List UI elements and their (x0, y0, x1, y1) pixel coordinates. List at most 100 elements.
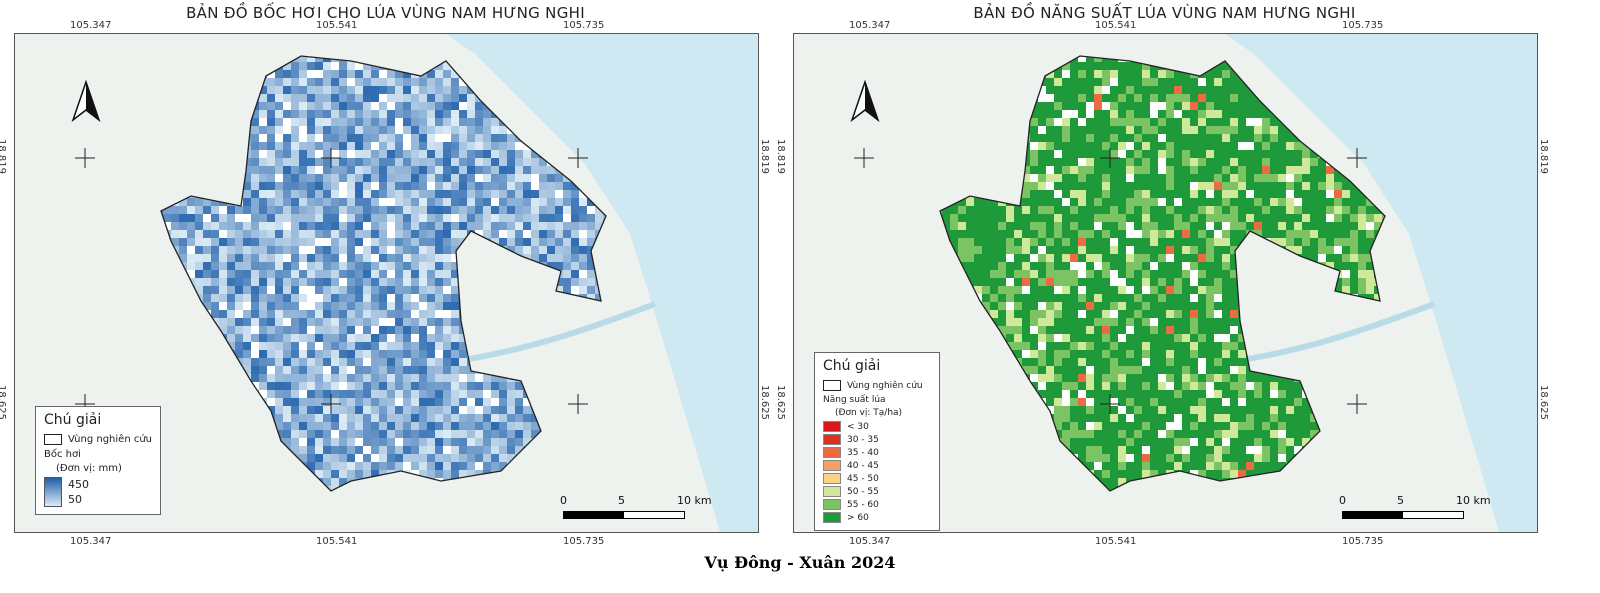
raster-cell (467, 318, 475, 326)
raster-cell (515, 158, 523, 166)
raster-cell (363, 166, 371, 174)
raster-cell (1094, 198, 1102, 206)
raster-cell (1054, 118, 1062, 126)
raster-cell (259, 246, 267, 254)
raster-cell (1118, 214, 1126, 222)
raster-cell (1062, 358, 1070, 366)
raster-cell (940, 326, 942, 334)
raster-cell (1126, 222, 1134, 230)
raster-cell (547, 326, 555, 334)
raster-cell (515, 462, 523, 470)
raster-cell (1102, 142, 1110, 150)
raster-cell (347, 438, 355, 446)
raster-cell (163, 342, 171, 350)
raster-cell (267, 310, 275, 318)
raster-cell (998, 262, 1006, 270)
raster-cell (1094, 94, 1102, 102)
raster-cell (467, 342, 475, 350)
raster-cell (1102, 462, 1110, 470)
raster-cell (1166, 78, 1174, 86)
raster-cell (171, 78, 179, 86)
raster-cell (275, 78, 283, 86)
raster-cell (1110, 62, 1118, 70)
raster-cell (990, 174, 998, 182)
raster-cell (299, 262, 307, 270)
raster-cell (235, 310, 243, 318)
raster-cell (555, 174, 563, 182)
yield-map-panel[interactable]: Chú giải Vùng nghiên cứu Năng suất lúa (… (793, 33, 1538, 533)
raster-cell (571, 286, 579, 294)
raster-cell (227, 70, 235, 78)
raster-cell (211, 406, 219, 414)
raster-cell (227, 358, 235, 366)
raster-cell (958, 406, 966, 414)
raster-cell (411, 198, 419, 206)
raster-cell (491, 294, 499, 302)
raster-cell (427, 190, 435, 198)
raster-cell (998, 318, 1006, 326)
raster-cell (1014, 278, 1022, 286)
raster-cell (283, 286, 291, 294)
raster-cell (275, 294, 283, 302)
raster-cell (998, 374, 1006, 382)
raster-cell (587, 366, 595, 374)
raster-cell (1030, 334, 1038, 342)
map-legend: Chú giải Vùng nghiên cứu Bốc hơi (Đơn vị… (35, 406, 161, 515)
raster-cell (219, 478, 227, 486)
raster-cell (267, 262, 275, 270)
raster-cell (1174, 254, 1182, 262)
raster-cell (339, 334, 347, 342)
raster-cell (966, 246, 974, 254)
raster-cell (371, 286, 379, 294)
raster-cell (435, 86, 443, 94)
evaporation-map-panel[interactable]: Chú giải Vùng nghiên cứu Bốc hơi (Đơn vị… (14, 33, 759, 533)
raster-cell (323, 374, 331, 382)
raster-cell (1182, 358, 1190, 366)
raster-cell (403, 318, 411, 326)
raster-cell (499, 438, 507, 446)
raster-cell (203, 446, 211, 454)
raster-cell (379, 110, 387, 118)
raster-cell (1102, 318, 1110, 326)
raster-cell (1062, 254, 1070, 262)
raster-cell (187, 470, 195, 478)
raster-cell (966, 438, 974, 446)
raster-cell (291, 62, 299, 70)
raster-cell (363, 406, 371, 414)
raster-cell (387, 358, 395, 366)
raster-cell (435, 118, 443, 126)
raster-cell (1014, 430, 1022, 438)
raster-cell (275, 326, 283, 334)
raster-cell (958, 86, 966, 94)
raster-cell (451, 190, 459, 198)
raster-cell (259, 238, 267, 246)
raster-cell (966, 238, 974, 246)
raster-cell (283, 270, 291, 278)
raster-cell (1038, 214, 1046, 222)
raster-cell (531, 206, 539, 214)
raster-cell (267, 446, 275, 454)
raster-cell (459, 182, 467, 190)
raster-cell (1078, 206, 1086, 214)
raster-cell (427, 454, 435, 462)
raster-cell (451, 286, 459, 294)
raster-cell (1014, 454, 1022, 462)
raster-cell (571, 382, 579, 390)
raster-cell (339, 302, 347, 310)
raster-cell (395, 198, 403, 206)
raster-cell (998, 62, 1006, 70)
raster-cell (227, 438, 235, 446)
raster-cell (1166, 246, 1174, 254)
raster-cell (339, 430, 347, 438)
raster-cell (395, 390, 403, 398)
raster-cell (1086, 414, 1094, 422)
raster-cell (275, 398, 283, 406)
raster-cell (507, 390, 515, 398)
raster-cell (1070, 134, 1078, 142)
raster-cell (315, 94, 323, 102)
raster-cell (1182, 422, 1190, 430)
raster-cell (1158, 246, 1166, 254)
raster-cell (1142, 230, 1150, 238)
raster-cell (1054, 334, 1062, 342)
raster-cell (323, 110, 331, 118)
